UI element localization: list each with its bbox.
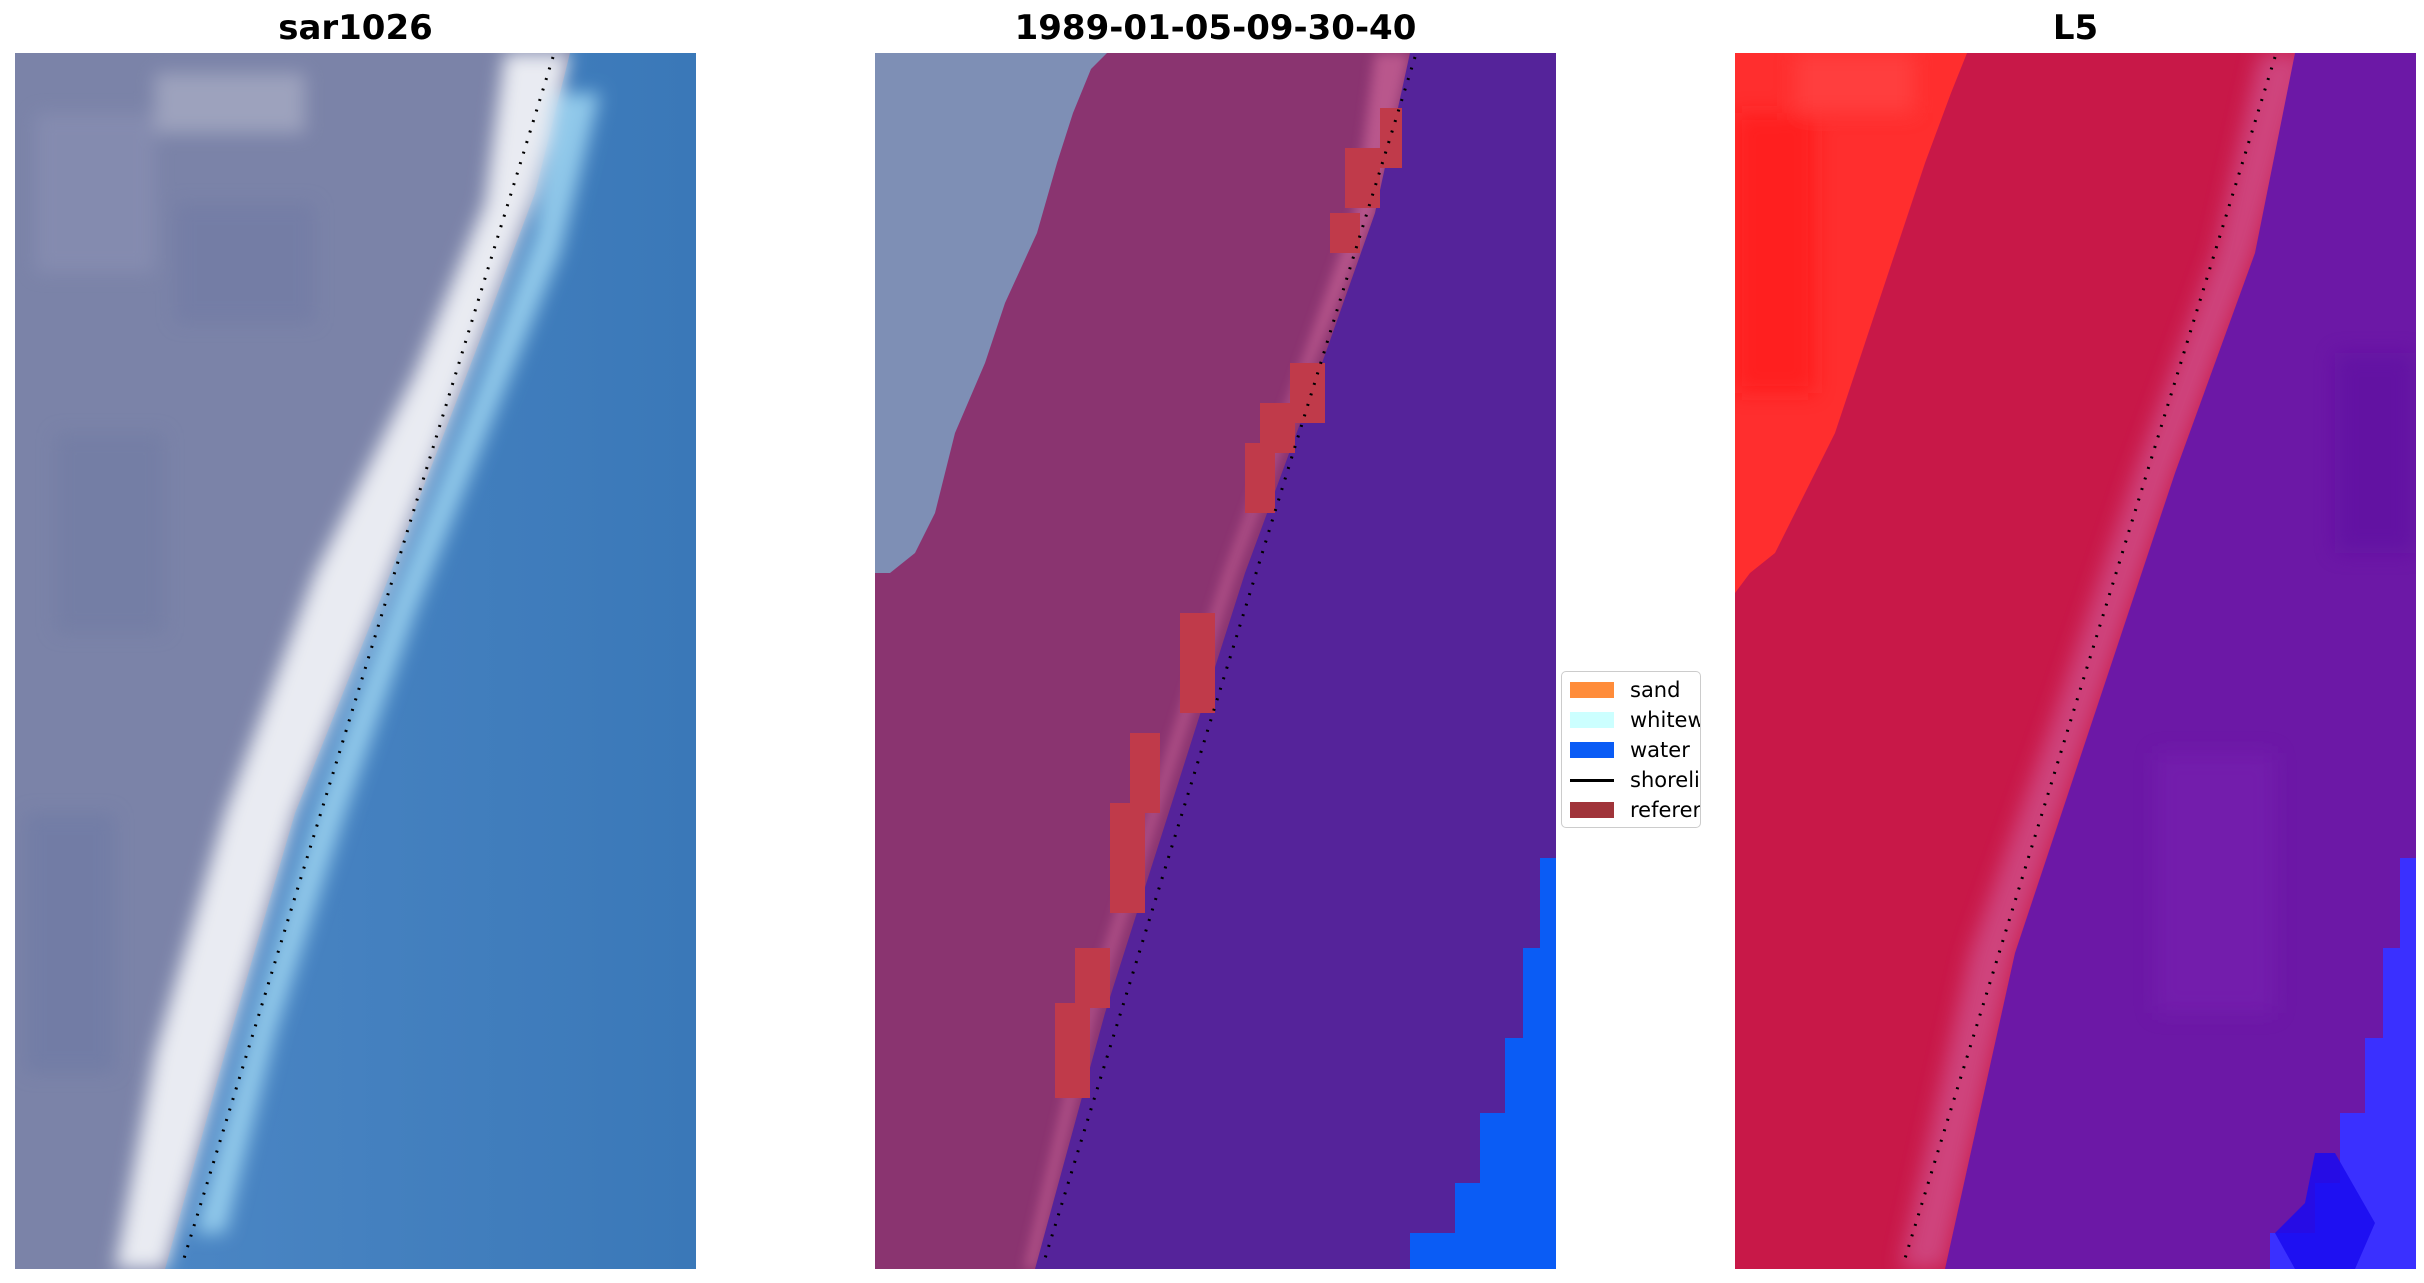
- shoreline-dots: [1041, 56, 1417, 1266]
- sand-fringe: [1025, 53, 1410, 1269]
- legend-label: sand: [1630, 678, 1681, 702]
- red-texture: [1735, 53, 1915, 393]
- panel-title-date: 1989-01-05-09-30-40: [1014, 8, 1417, 48]
- shoreline-line-swatch: [1570, 778, 1614, 782]
- ocean-area: [165, 53, 696, 1269]
- classified-overlay-image: [875, 53, 1556, 1269]
- bright-water-area: [1410, 858, 1556, 1269]
- purple-texture: [2155, 353, 2415, 1013]
- whitewater-swatch: [1570, 712, 1614, 728]
- land-texture: [25, 73, 315, 1073]
- unclassified-land: [875, 53, 1107, 573]
- legend-label: shoreline: [1630, 768, 1700, 792]
- l5-index-image: [1735, 53, 2416, 1269]
- shoreline-dots: [180, 56, 555, 1266]
- water-class-area: [1035, 53, 1556, 1269]
- legend-item-sand: sand: [1570, 678, 1680, 702]
- shoreline-dots: [1901, 56, 2277, 1266]
- reference-swatch: [1570, 802, 1614, 818]
- l5-panel: [1735, 53, 2416, 1269]
- purple-area: [1945, 53, 2416, 1269]
- legend-label: water: [1630, 738, 1690, 762]
- beach-strip: [115, 53, 600, 1269]
- transition-band: [1900, 53, 2310, 1269]
- legend-label: reference: [1630, 798, 1700, 822]
- legend-item-shoreline: shoreline: [1570, 768, 1700, 792]
- panel-title-l5: L5: [2052, 8, 2099, 48]
- rgb-satellite-image: [15, 53, 696, 1269]
- panel-title-sar: sar1026: [278, 8, 433, 48]
- legend-item-reference: reference: [1570, 798, 1700, 822]
- deep-blue-area: [2275, 1153, 2375, 1269]
- blue-area: [2270, 858, 2416, 1269]
- water-swatch: [1570, 742, 1614, 758]
- rgb-satellite-panel: [15, 53, 696, 1269]
- legend-item-water: water: [1570, 738, 1690, 762]
- classified-panel: [875, 53, 1556, 1269]
- sand-swatch: [1570, 682, 1614, 698]
